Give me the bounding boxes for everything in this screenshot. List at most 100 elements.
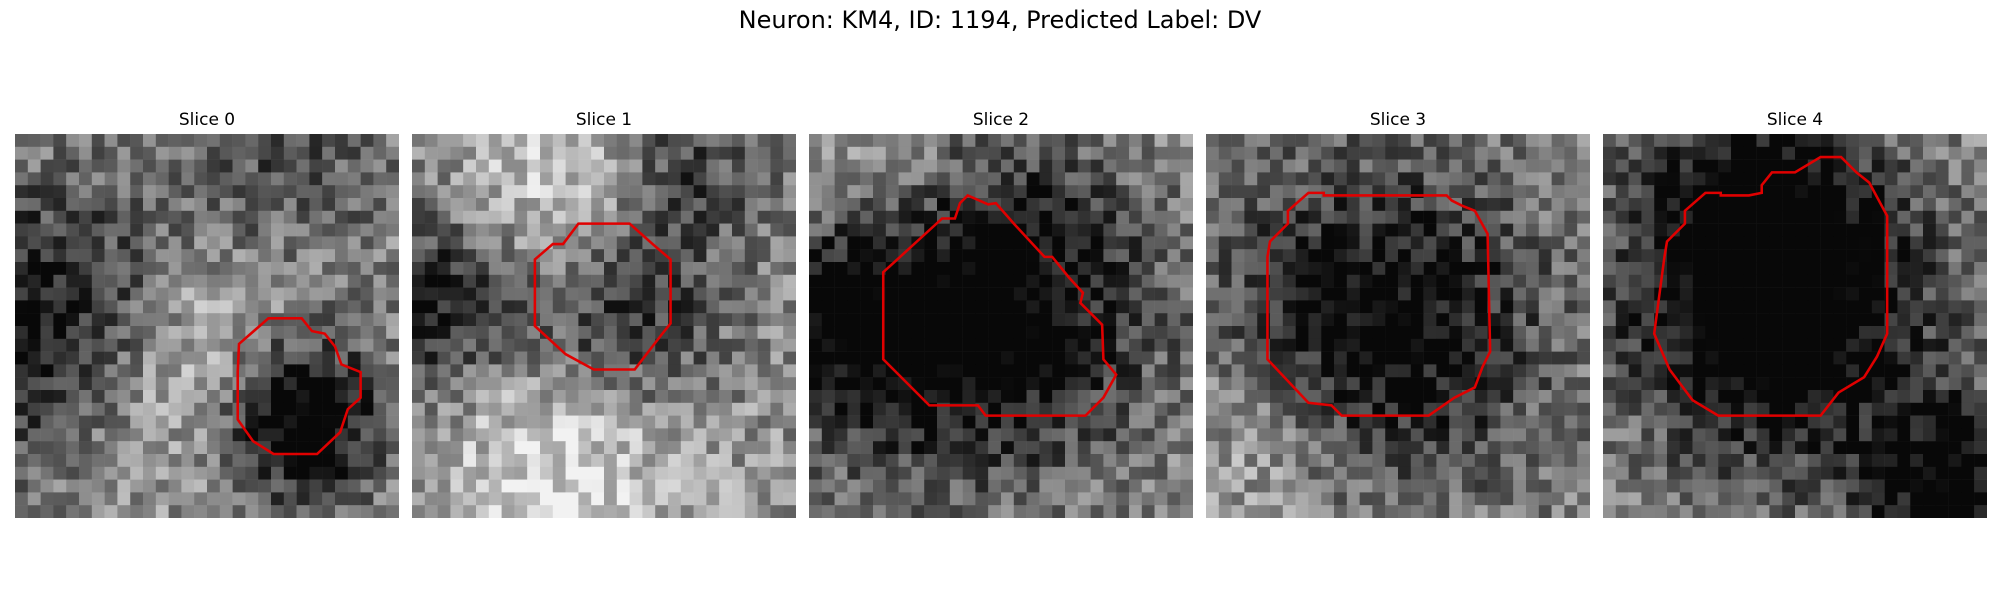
image-pixel (1910, 338, 1924, 352)
image-pixel (1372, 236, 1386, 250)
image-pixel (719, 351, 733, 365)
image-pixel (1603, 402, 1617, 416)
image-pixel (1039, 364, 1053, 378)
image-pixel (1141, 351, 1155, 365)
image-pixel (322, 479, 336, 493)
image-pixel (604, 415, 618, 429)
image-pixel (847, 300, 861, 314)
image-pixel (258, 210, 272, 224)
image-pixel (1615, 492, 1629, 506)
image-pixel (783, 505, 796, 518)
image-pixel (1462, 287, 1476, 301)
image-pixel (1564, 198, 1578, 212)
image-pixel (744, 223, 758, 237)
image-pixel (706, 210, 720, 224)
image-pixel (616, 351, 630, 365)
image-pixel (1180, 210, 1193, 224)
image-pixel (885, 159, 899, 173)
image-pixel (860, 415, 874, 429)
image-pixel (1846, 146, 1860, 160)
image-pixel (885, 364, 899, 378)
image-pixel (91, 134, 105, 148)
image-pixel (1116, 492, 1130, 506)
image-pixel (1743, 415, 1757, 429)
image-pixel (437, 249, 451, 263)
image-pixel (91, 210, 105, 224)
image-pixel (1615, 364, 1629, 378)
image-pixel (168, 223, 182, 237)
image-pixel (1807, 390, 1821, 404)
image-pixel (53, 326, 67, 340)
image-pixel (181, 185, 195, 199)
image-pixel (1077, 466, 1091, 480)
image-pixel (1743, 466, 1757, 480)
image-pixel (1487, 210, 1501, 224)
image-pixel (1206, 172, 1220, 186)
image-pixel (424, 159, 438, 173)
image-pixel (1308, 466, 1322, 480)
image-pixel (1846, 262, 1860, 276)
image-pixel (706, 415, 720, 429)
image-pixel (591, 210, 605, 224)
image-pixel (335, 185, 349, 199)
image-pixel (1385, 441, 1399, 455)
image-pixel (1039, 479, 1053, 493)
image-pixel (975, 505, 989, 518)
image-pixel (309, 236, 323, 250)
image-pixel (1795, 466, 1809, 480)
image-pixel (1462, 351, 1476, 365)
image-pixel (834, 390, 848, 404)
image-pixel (1974, 377, 1987, 391)
image-pixel (412, 274, 426, 288)
image-pixel (1538, 364, 1552, 378)
image-pixel (540, 390, 554, 404)
image-pixel (604, 287, 618, 301)
image-pixel (1167, 338, 1181, 352)
image-pixel (962, 146, 976, 160)
image-pixel (27, 159, 41, 173)
image-pixel (155, 390, 169, 404)
image-pixel (168, 492, 182, 506)
image-pixel (1231, 441, 1245, 455)
image-pixel (207, 134, 221, 148)
image-pixel (988, 441, 1002, 455)
image-pixel (578, 159, 592, 173)
image-pixel (245, 236, 259, 250)
image-pixel (1923, 134, 1937, 148)
image-pixel (1154, 185, 1168, 199)
image-pixel (847, 415, 861, 429)
image-pixel (924, 479, 938, 493)
image-pixel (949, 262, 963, 276)
image-pixel (476, 210, 490, 224)
image-pixel (245, 479, 259, 493)
image-pixel (66, 479, 80, 493)
image-pixel (1359, 262, 1373, 276)
image-pixel (1398, 377, 1412, 391)
image-pixel (1308, 146, 1322, 160)
image-pixel (1910, 185, 1924, 199)
image-pixel (296, 134, 310, 148)
image-pixel (1257, 428, 1271, 442)
image-pixel (706, 198, 720, 212)
image-pixel (1218, 313, 1232, 327)
image-pixel (1654, 146, 1668, 160)
image-pixel (1782, 287, 1796, 301)
image-pixel (1500, 146, 1514, 160)
image-pixel (514, 326, 528, 340)
image-pixel (1295, 505, 1309, 518)
image-pixel (1974, 300, 1987, 314)
image-pixel (1961, 223, 1975, 237)
image-pixel (1116, 377, 1130, 391)
image-pixel (1859, 274, 1873, 288)
image-pixel (437, 274, 451, 288)
image-pixel (937, 300, 951, 314)
image-pixel (1513, 415, 1527, 429)
image-pixel (604, 479, 618, 493)
image-pixel (1423, 262, 1437, 276)
image-pixel (283, 338, 297, 352)
image-pixel (1705, 287, 1719, 301)
image-pixel (1833, 479, 1847, 493)
image-pixel (501, 479, 515, 493)
image-pixel (1564, 415, 1578, 429)
image-pixel (232, 313, 246, 327)
